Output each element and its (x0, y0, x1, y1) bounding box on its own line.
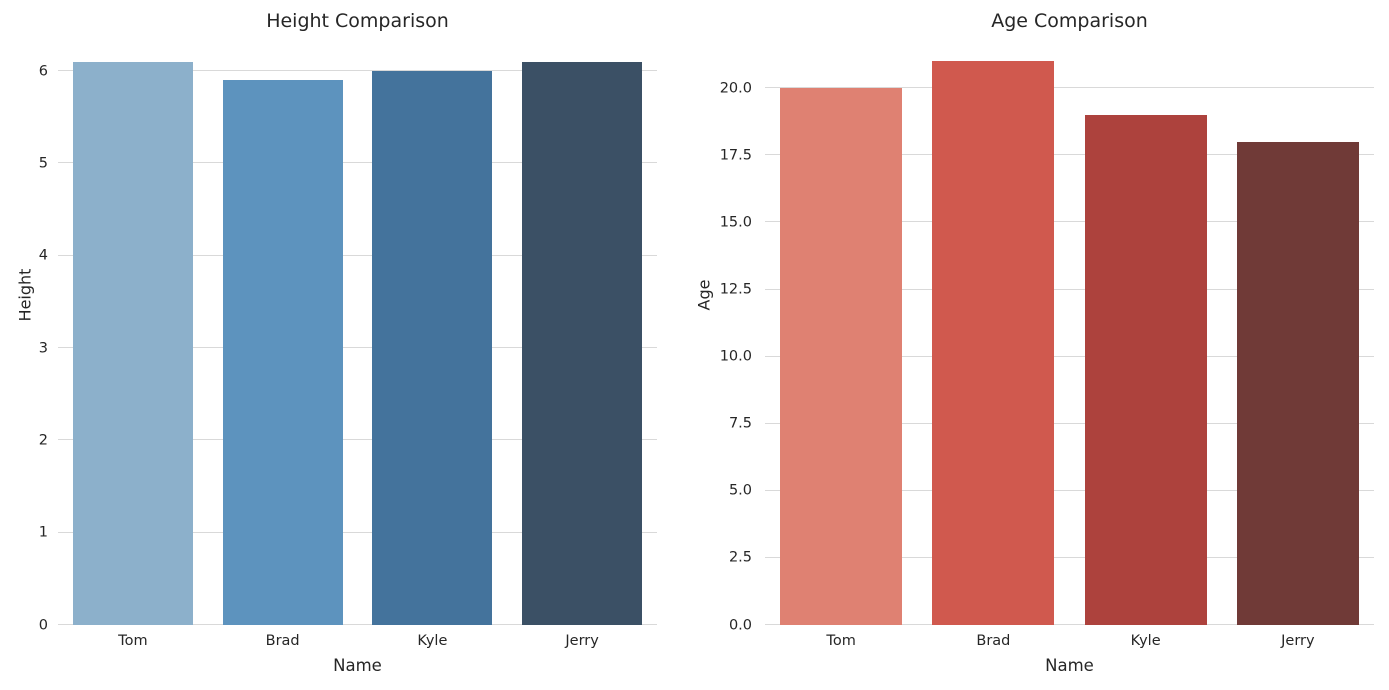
y-tick-label: 17.5 (719, 147, 752, 164)
y-tick-label: 15.0 (719, 214, 752, 231)
plot-area (765, 48, 1374, 625)
y-tick-label: 2 (38, 432, 48, 449)
gridline (58, 531, 657, 533)
x-axis: Tom Brad Kyle Jerry (58, 633, 657, 653)
age-chart: Age Comparison Age 0.0 2.5 5.0 7.5 10.0 12.5 1… (694, 0, 1389, 690)
chart-title: Height Comparison (266, 10, 449, 32)
bar-tom (780, 88, 903, 625)
x-tick-label: Tom (118, 633, 148, 649)
gridline (765, 355, 1374, 357)
gridline (765, 422, 1374, 424)
gridline (765, 489, 1374, 491)
y-tick-label: 20.0 (719, 80, 752, 97)
gridline (765, 556, 1374, 558)
y-axis: 0.0 2.5 5.0 7.5 10.0 12.5 15.0 17.5 20.0 (694, 48, 752, 632)
y-tick-label: 0 (38, 616, 48, 633)
x-axis-label: Name (1045, 656, 1094, 675)
gridline (765, 624, 1374, 625)
y-tick-label: 1 (38, 524, 48, 541)
gridline (765, 154, 1374, 156)
bar-brad (932, 61, 1055, 625)
y-axis: 0 1 2 3 4 5 6 (0, 48, 48, 632)
x-tick-label: Brad (976, 633, 1011, 649)
gridline (58, 162, 657, 164)
bar-kyle (372, 71, 493, 625)
y-tick-label: 12.5 (719, 281, 752, 298)
gridline (765, 288, 1374, 290)
bar-jerry (522, 61, 643, 625)
x-tick-label: Jerry (565, 633, 599, 649)
y-tick-label: 4 (38, 247, 48, 264)
x-tick-label: Tom (826, 633, 856, 649)
bar-kyle (1084, 115, 1207, 625)
x-tick-label: Brad (265, 633, 300, 649)
bar-brad (222, 80, 343, 625)
gridline (765, 87, 1374, 89)
y-tick-label: 3 (38, 339, 48, 356)
plot-area (58, 48, 657, 625)
bar-jerry (1236, 141, 1359, 625)
gridline (58, 439, 657, 441)
x-tick-label: Jerry (1281, 633, 1315, 649)
y-tick-label: 2.5 (728, 549, 752, 566)
x-tick-label: Kyle (1130, 633, 1161, 649)
y-tick-label: 5 (38, 155, 48, 172)
gridline (765, 221, 1374, 223)
chart-title: Age Comparison (991, 10, 1148, 32)
bar-tom (72, 61, 193, 625)
y-tick-label: 6 (38, 62, 48, 79)
y-tick-label: 5.0 (728, 482, 752, 499)
gridline (58, 70, 657, 72)
y-tick-label: 7.5 (728, 415, 752, 432)
x-axis: Tom Brad Kyle Jerry (765, 633, 1374, 653)
gridline (58, 347, 657, 349)
x-tick-label: Kyle (417, 633, 448, 649)
x-axis-label: Name (333, 656, 382, 675)
y-tick-label: 10.0 (719, 348, 752, 365)
gridline (58, 624, 657, 625)
y-tick-label: 0.0 (728, 616, 752, 633)
gridline (58, 254, 657, 256)
